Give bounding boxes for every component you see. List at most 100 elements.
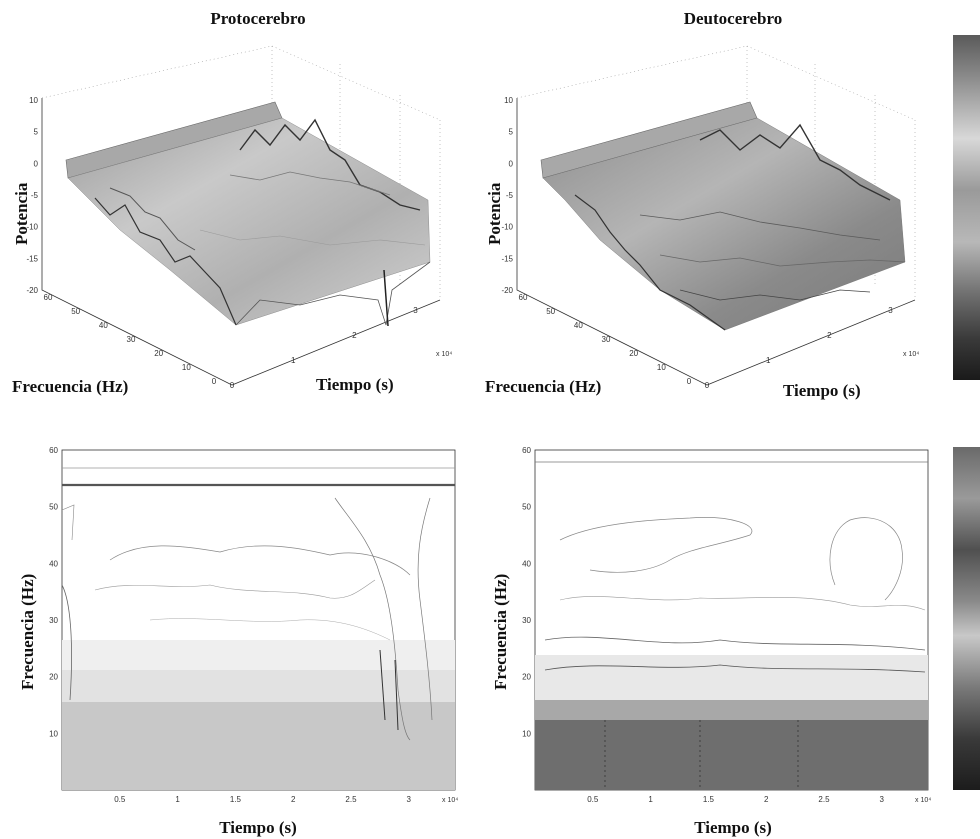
y-tick-label: 10 [522,729,531,738]
z-tick-label: 10 [29,96,38,105]
y-tick-label: 0 [212,377,217,386]
x-axis-label: Tiempo (s) [783,381,861,400]
deutocerebro-contour-panel: 0.5 1 1.5 2 2.5 3 60 50 40 30 20 10 x 10⁴ Frecuenc… [491,446,931,837]
x-scale-label: x 10⁴ [436,351,452,358]
panel-title: Deutocerebro [684,9,783,28]
z-tick-label: -20 [501,286,513,295]
z-tick-label: 10 [504,96,513,105]
y-tick-label: 20 [522,673,531,682]
contour-lines [61,467,455,741]
x-tick-label: 3 [413,306,418,315]
y-tick-label: 50 [522,503,531,512]
z-tick-label: 5 [509,128,514,137]
y-tick-label: 60 [49,446,58,455]
x-tick-label: 1 [291,356,296,365]
z-tick-labels: 10 5 0 -5 -10 -15 -20 [501,96,513,295]
x-tick-label: 1 [766,356,771,365]
z-axis-label: Potencia [485,182,504,245]
z-axis-label: Potencia [12,182,31,245]
y-tick-label: 50 [71,307,80,316]
x-tick-label: 2.5 [818,795,830,804]
y-tick-label: 30 [602,335,611,344]
x-axis-label: Tiempo (s) [316,375,394,394]
x-tick-label: 0.5 [587,795,599,804]
z-tick-label: 0 [509,159,514,168]
z-tick-label: -15 [26,254,38,263]
y-tick-labels: 60 50 40 30 20 10 0 [44,293,217,386]
y-tick-labels: 60 50 40 30 20 10 [49,446,58,738]
y-tick-label: 60 [44,293,53,302]
x-tick-label: 2 [827,331,832,340]
surface-mesh [65,101,431,327]
y-tick-labels: 60 50 40 30 20 10 [522,446,531,738]
x-tick-label: 3 [888,306,893,315]
x-scale-label: x 10⁴ [442,797,458,804]
x-tick-label: 0 [705,381,710,390]
y-tick-label: 20 [49,673,58,682]
axes-box [516,45,916,386]
x-tick-labels: 0.5 1 1.5 2 2.5 3 [114,795,411,804]
x-scale-label: x 10⁴ [903,351,919,358]
x-tick-label: 1.5 [703,795,715,804]
z-tick-label: -10 [26,223,38,232]
panel-title: Protocerebro [210,9,305,28]
y-axis-label: Frecuencia (Hz) [12,377,128,396]
y-tick-label: 50 [49,503,58,512]
z-tick-label: 5 [34,128,39,137]
x-tick-labels: 0 1 2 3 [705,306,894,390]
contour-fill [62,640,455,790]
x-tick-label: 2 [352,331,357,340]
x-tick-label: 2.5 [345,795,357,804]
contour-fill [535,655,928,790]
colorbar-bottom [953,447,980,790]
y-tick-label: 40 [522,559,531,568]
z-tick-labels: 10 5 0 -5 -10 -15 -20 [26,96,38,295]
y-tick-label: 60 [519,293,528,302]
y-tick-label: 10 [49,729,58,738]
z-tick-label: -20 [26,286,38,295]
y-tick-label: 10 [657,363,666,372]
z-tick-label: -15 [501,254,513,263]
y-tick-label: 30 [522,616,531,625]
x-axis-label: Tiempo (s) [219,818,297,837]
protocerebro-contour-panel: 0.5 1 1.5 2 2.5 3 60 50 40 30 20 10 x 10⁴ Frecuenc… [18,446,458,837]
x-tick-label: 3 [880,795,885,804]
colorbar-top [953,35,980,380]
y-tick-label: 20 [629,349,638,358]
y-tick-label: 0 [687,377,692,386]
y-tick-label: 40 [574,321,583,330]
y-tick-label: 50 [546,307,555,316]
x-tick-label: 0.5 [114,795,126,804]
z-tick-label: -10 [501,223,513,232]
y-axis-label: Frecuencia (Hz) [18,574,37,690]
x-scale-label: x 10⁴ [915,797,931,804]
x-tick-label: 3 [407,795,412,804]
y-tick-label: 40 [99,321,108,330]
z-tick-label: -5 [506,191,514,200]
y-tick-label: 30 [49,616,58,625]
x-tick-labels: 0.5 1 1.5 2 2.5 3 [587,795,884,804]
y-axis-label: Frecuencia (Hz) [485,377,601,396]
y-tick-label: 10 [182,363,191,372]
x-tick-label: 2 [764,795,769,804]
y-tick-label: 60 [522,446,531,455]
y-axis-label: Frecuencia (Hz) [491,574,510,690]
surface-mesh [540,101,906,331]
x-tick-labels: 0 1 2 3 [230,306,419,390]
x-tick-label: 1 [175,795,180,804]
contour-lines [535,461,928,790]
x-tick-label: 1 [648,795,653,804]
x-tick-label: 2 [291,795,296,804]
x-axis-label: Tiempo (s) [694,818,772,837]
y-tick-label: 30 [127,335,136,344]
y-tick-label: 40 [49,559,58,568]
y-tick-label: 20 [154,349,163,358]
z-tick-label: -5 [31,191,39,200]
x-tick-label: 1.5 [230,795,242,804]
x-tick-label: 0 [230,381,235,390]
z-tick-label: 0 [34,159,39,168]
y-tick-labels: 60 50 40 30 20 10 0 [519,293,692,386]
